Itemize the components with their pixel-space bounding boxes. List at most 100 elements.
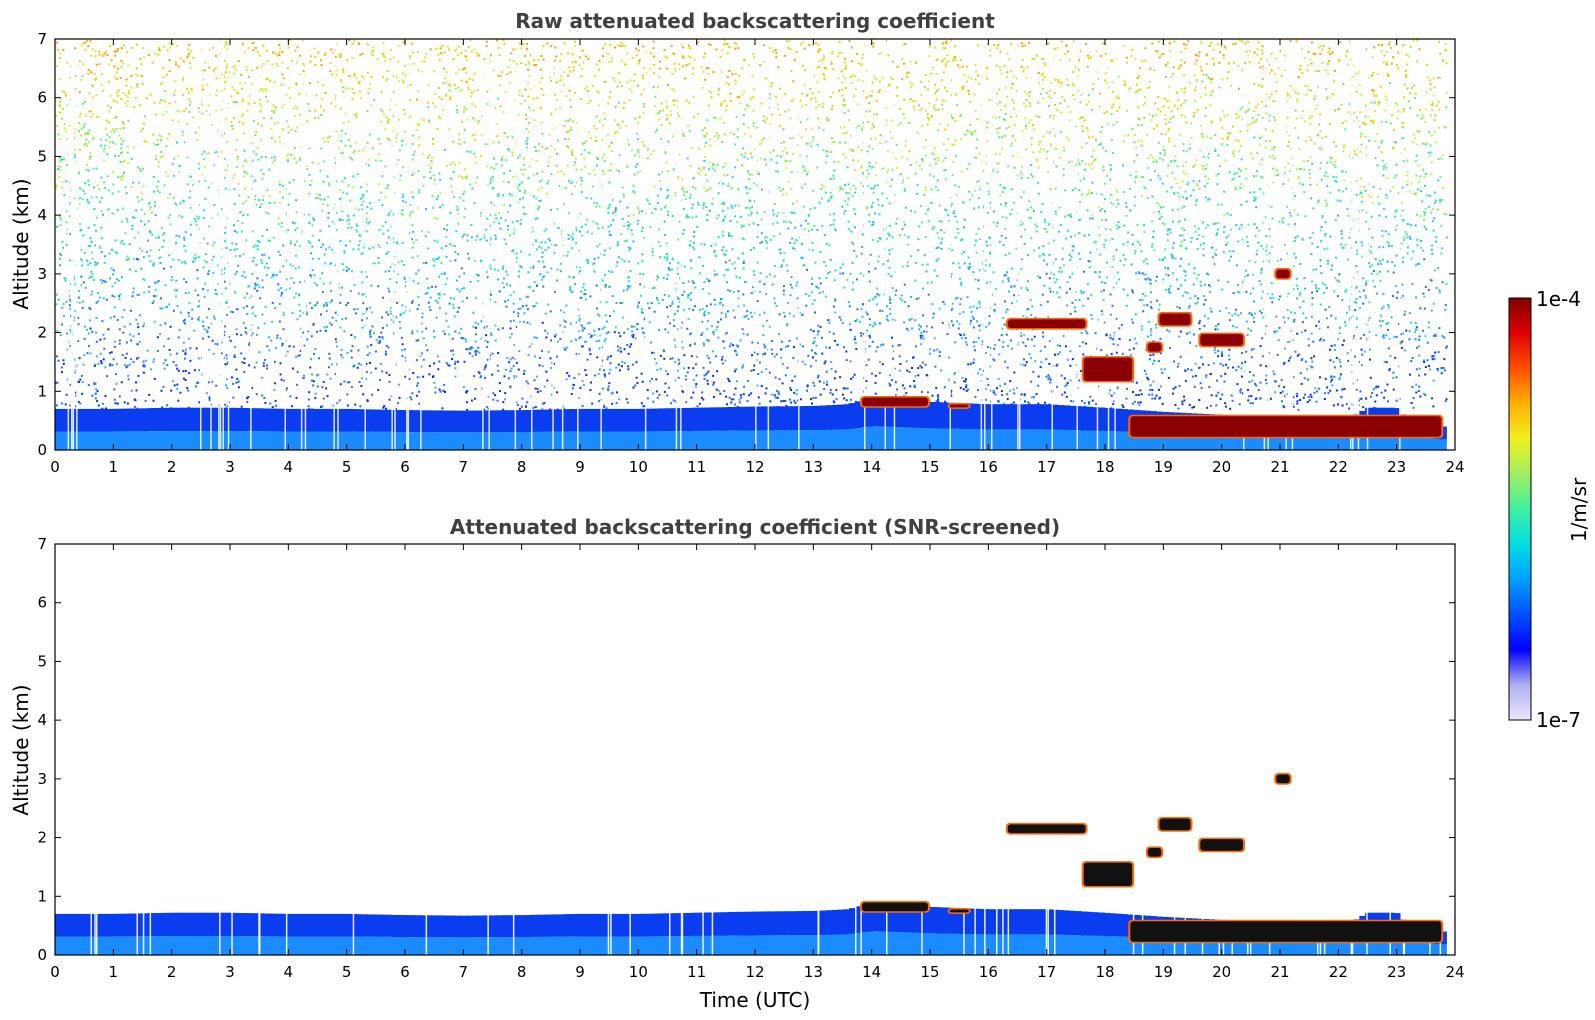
noise-dot [609,43,612,46]
noise-dot [741,164,743,167]
noise-dot [732,290,735,293]
noise-dot [1068,276,1071,279]
noise-dot [554,335,556,338]
noise-dot [1378,101,1381,104]
noise-dot [1401,340,1404,343]
noise-dot [1162,259,1165,262]
noise-dot [532,109,535,112]
noise-dot [534,406,537,408]
noise-dot [1131,128,1134,131]
noise-dot [1269,114,1271,117]
noise-dot [587,131,590,134]
noise-dot [231,311,234,314]
noise-dot [1176,92,1179,95]
noise-dot [386,121,389,124]
noise-dot [58,78,61,81]
noise-dot [519,298,521,301]
noise-dot [202,78,205,81]
noise-dot [509,320,512,323]
noise-dot [315,284,318,287]
noise-dot [1310,253,1313,256]
noise-dot [1153,359,1156,362]
noise-dot [83,192,86,195]
noise-dot [580,324,583,327]
noise-dot [825,295,828,298]
noise-dot [1125,56,1128,59]
noise-field [55,39,1448,411]
noise-dot [933,158,936,161]
noise-dot [855,348,858,350]
noise-dot [1208,386,1211,388]
noise-dot [197,162,200,165]
noise-dot [296,46,299,49]
noise-dot [116,101,119,104]
noise-dot [74,310,77,313]
noise-dot [258,240,261,243]
noise-dot [439,206,442,209]
noise-dot [1287,359,1290,362]
noise-dot [735,275,738,278]
noise-dot [156,189,159,192]
noise-dot [618,331,620,334]
noise-dot [995,153,997,156]
noise-dot [168,102,171,105]
noise-dot [629,285,632,288]
noise-dot [1043,218,1046,221]
noise-dot [528,131,530,134]
noise-dot [1028,101,1031,104]
noise-dot [585,55,587,58]
noise-dot [1424,366,1427,368]
noise-dot [62,246,65,249]
noise-dot [1169,50,1172,53]
noise-dot [102,213,104,216]
noise-dot [135,209,138,212]
noise-dot [868,220,871,223]
noise-dot [1048,131,1051,134]
noise-dot [356,173,359,175]
noise-dot [153,282,156,284]
noise-dot [818,66,820,68]
noise-dot [857,62,860,65]
noise-dot [1147,277,1150,280]
noise-dot [172,196,175,199]
noise-dot [1150,301,1152,304]
noise-dot [1182,149,1185,152]
noise-dot [98,188,101,191]
noise-dot [243,357,246,360]
noise-dot [183,260,186,263]
noise-dot [868,213,871,216]
noise-dot [1002,317,1005,319]
noise-dot [937,246,940,249]
noise-dot [1087,260,1090,263]
noise-dot [593,75,596,78]
noise-dot [256,66,259,69]
noise-dot [741,366,744,369]
noise-dot [1247,108,1250,111]
noise-dot [473,90,476,93]
noise-dot [1342,247,1345,250]
noise-dot [1006,71,1009,74]
noise-dot [692,95,695,98]
noise-dot [127,374,130,377]
noise-dot [202,337,205,340]
noise-dot [834,269,837,272]
noise-dot [683,367,685,370]
noise-dot [166,364,169,367]
noise-dot [1432,94,1435,97]
noise-dot [169,193,172,196]
noise-dot [443,148,446,151]
noise-dot [1049,90,1052,92]
noise-dot [583,327,586,330]
noise-dot [847,198,850,201]
noise-dot [425,208,428,211]
noise-dot [382,406,385,409]
noise-dot [876,293,879,296]
noise-dot [453,297,455,300]
noise-dot [287,125,290,128]
noise-dot [223,268,226,271]
noise-dot [712,396,715,398]
noise-dot [381,110,384,113]
noise-dot [506,357,509,359]
noise-dot [1008,389,1011,392]
noise-dot [89,70,92,73]
